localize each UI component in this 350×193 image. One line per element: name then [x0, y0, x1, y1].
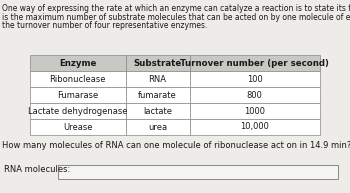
- Bar: [189, 103, 320, 119]
- Bar: [30, 71, 126, 87]
- Bar: [126, 103, 189, 119]
- Text: is the maximum number of substrate molecules that can be acted on by one molecul: is the maximum number of substrate molec…: [2, 13, 350, 21]
- Text: Ribonuclease: Ribonuclease: [50, 74, 106, 84]
- Bar: [189, 71, 320, 87]
- Bar: [126, 87, 189, 103]
- Text: the turnover number of four representative enzymes.: the turnover number of four representati…: [2, 21, 207, 30]
- Bar: [30, 119, 126, 135]
- Text: 10,000: 10,000: [240, 123, 269, 131]
- Text: Turnover number (per second): Turnover number (per second): [180, 58, 329, 68]
- Bar: [126, 71, 189, 87]
- Bar: [30, 87, 126, 103]
- Bar: [189, 55, 320, 71]
- Text: Urease: Urease: [63, 123, 93, 131]
- Bar: [126, 119, 189, 135]
- Bar: [189, 119, 320, 135]
- Bar: [189, 87, 320, 103]
- Text: lactate: lactate: [143, 107, 172, 115]
- Text: How many molecules of RNA can one molecule of ribonuclease act on in 14.9 min?: How many molecules of RNA can one molecu…: [2, 141, 350, 150]
- Text: 100: 100: [247, 74, 262, 84]
- Text: 1000: 1000: [244, 107, 265, 115]
- Bar: [30, 55, 126, 71]
- Text: fumarate: fumarate: [138, 91, 177, 100]
- Text: Lactate dehydrogenase: Lactate dehydrogenase: [28, 107, 128, 115]
- Bar: [126, 55, 189, 71]
- Text: urea: urea: [148, 123, 167, 131]
- Text: Substrate: Substrate: [133, 58, 182, 68]
- Text: RNA: RNA: [149, 74, 167, 84]
- Bar: [58, 165, 338, 179]
- Text: One way of expressing the rate at which an enzyme can catalyze a reaction is to : One way of expressing the rate at which …: [2, 4, 350, 13]
- Text: 800: 800: [247, 91, 263, 100]
- Text: Enzyme: Enzyme: [59, 58, 97, 68]
- Text: RNA molecules:: RNA molecules:: [4, 166, 70, 174]
- Text: Fumarase: Fumarase: [57, 91, 98, 100]
- Bar: [30, 103, 126, 119]
